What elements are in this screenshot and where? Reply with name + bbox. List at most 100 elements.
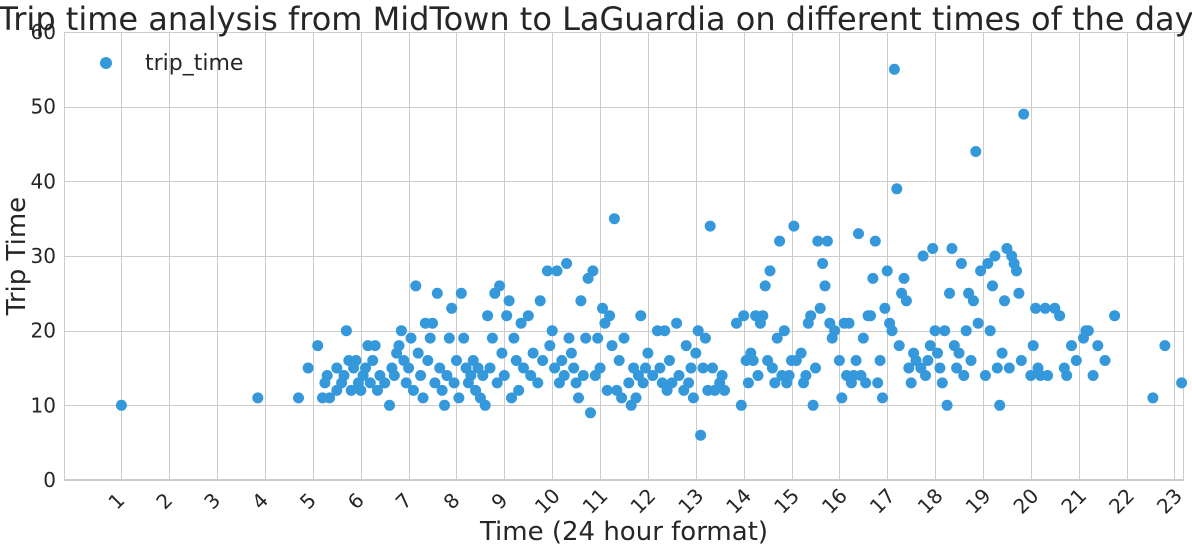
data-point bbox=[400, 377, 412, 389]
data-point bbox=[853, 228, 864, 240]
data-point bbox=[640, 362, 651, 374]
data-point bbox=[446, 302, 458, 314]
data-point bbox=[115, 399, 127, 411]
data-point bbox=[451, 355, 462, 366]
data-point bbox=[671, 317, 683, 329]
data-point bbox=[367, 355, 379, 366]
data-point bbox=[807, 399, 819, 411]
data-point bbox=[1054, 310, 1066, 322]
data-point bbox=[719, 384, 730, 396]
data-point bbox=[666, 377, 678, 389]
data-point bbox=[800, 370, 812, 381]
x-tick-label: 16 bbox=[817, 484, 852, 519]
data-point bbox=[441, 370, 453, 381]
y-tick-labels: 0 10 20 30 40 50 60 bbox=[31, 20, 56, 492]
data-point bbox=[654, 362, 666, 374]
data-point bbox=[704, 220, 716, 232]
x-tick-label: 12 bbox=[625, 484, 660, 519]
x-tick-label: 17 bbox=[865, 484, 900, 519]
x-tick-label: 15 bbox=[769, 484, 804, 519]
data-point bbox=[783, 370, 795, 381]
data-point bbox=[829, 325, 841, 337]
data-point bbox=[903, 362, 915, 374]
data-point bbox=[1013, 287, 1025, 299]
data-point bbox=[970, 146, 982, 157]
data-point bbox=[556, 355, 568, 366]
data-point bbox=[379, 377, 391, 389]
data-point bbox=[735, 399, 747, 411]
data-point bbox=[778, 325, 790, 337]
data-point bbox=[324, 392, 336, 404]
x-tick-label: 13 bbox=[673, 484, 708, 519]
data-point bbox=[1027, 340, 1039, 352]
data-point bbox=[534, 295, 546, 307]
data-point bbox=[994, 399, 1006, 411]
x-tick-label: 9 bbox=[486, 488, 512, 514]
data-point bbox=[568, 362, 580, 374]
data-point bbox=[407, 384, 419, 396]
data-point bbox=[551, 265, 563, 277]
data-point bbox=[434, 362, 446, 374]
data-point bbox=[496, 347, 508, 359]
data-point bbox=[573, 392, 584, 404]
data-point bbox=[527, 347, 539, 359]
data-point bbox=[857, 332, 869, 344]
data-point bbox=[395, 325, 407, 337]
data-point bbox=[924, 340, 936, 352]
data-point bbox=[321, 370, 333, 381]
data-point bbox=[293, 392, 304, 404]
data-point bbox=[972, 317, 984, 329]
data-point bbox=[874, 355, 886, 366]
data-point bbox=[594, 362, 606, 374]
y-tick-label: 20 bbox=[31, 319, 56, 343]
data-point bbox=[448, 377, 460, 389]
data-point bbox=[364, 377, 376, 389]
data-point bbox=[585, 407, 596, 419]
x-tick-label: 5 bbox=[295, 488, 321, 514]
data-point bbox=[331, 362, 343, 374]
data-point bbox=[513, 384, 525, 396]
x-tick-label: 14 bbox=[721, 484, 756, 519]
data-point bbox=[946, 243, 958, 254]
data-point bbox=[989, 250, 1001, 262]
data-point bbox=[427, 317, 438, 329]
data-point bbox=[623, 377, 635, 389]
data-point bbox=[922, 355, 934, 366]
y-axis-label: Trip Time bbox=[2, 197, 32, 316]
data-point bbox=[877, 392, 888, 404]
data-point bbox=[340, 325, 352, 337]
data-point bbox=[683, 377, 695, 389]
data-point bbox=[388, 370, 400, 381]
data-point bbox=[384, 399, 395, 411]
data-point bbox=[302, 362, 314, 374]
data-point bbox=[821, 235, 833, 247]
x-tick-label: 10 bbox=[530, 484, 565, 519]
data-point bbox=[1003, 362, 1015, 374]
data-point bbox=[477, 370, 489, 381]
data-point bbox=[312, 340, 324, 352]
data-point bbox=[991, 362, 1003, 374]
data-point bbox=[757, 310, 769, 322]
data-point bbox=[1070, 355, 1082, 366]
data-point bbox=[766, 362, 778, 374]
data-points bbox=[115, 63, 1188, 441]
data-point bbox=[687, 392, 699, 404]
data-point bbox=[810, 362, 821, 374]
data-point bbox=[424, 332, 436, 344]
legend-label: trip_time bbox=[145, 51, 243, 76]
x-tick-label: 7 bbox=[391, 488, 417, 514]
data-point bbox=[503, 295, 515, 307]
data-point bbox=[345, 384, 357, 396]
data-point bbox=[833, 355, 845, 366]
data-point bbox=[920, 370, 931, 381]
data-point bbox=[422, 355, 434, 366]
data-point bbox=[544, 340, 556, 352]
data-point bbox=[360, 362, 371, 374]
y-tick-label: 40 bbox=[31, 169, 56, 193]
data-point bbox=[518, 362, 529, 374]
data-point bbox=[975, 265, 987, 277]
data-point bbox=[879, 302, 891, 314]
y-tick-label: 30 bbox=[31, 244, 56, 268]
data-point bbox=[597, 302, 608, 314]
